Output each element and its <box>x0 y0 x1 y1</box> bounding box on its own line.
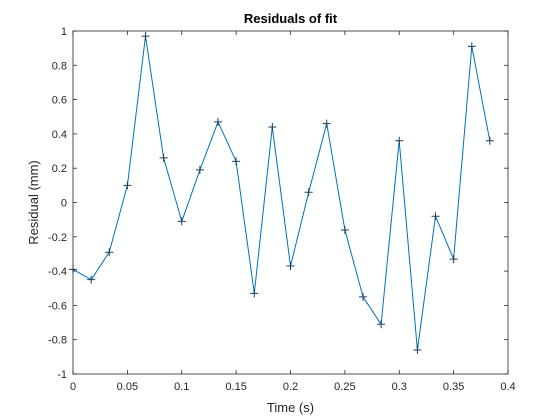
data-point-marker <box>195 165 204 174</box>
data-point-marker <box>431 212 440 221</box>
y-axis-label: Residual (mm) <box>26 160 41 245</box>
data-point-marker <box>87 275 96 284</box>
y-tick-label: -1 <box>57 369 67 381</box>
y-tick-label: -0.6 <box>48 300 67 312</box>
data-point-marker <box>340 225 349 234</box>
x-tick-label: 0.05 <box>117 381 138 393</box>
x-tick-label: 0.2 <box>283 381 298 393</box>
chart-title: Residuals of fit <box>244 11 338 26</box>
data-point-marker <box>213 117 222 126</box>
data-point-marker <box>123 181 132 190</box>
plot-area <box>73 31 508 374</box>
y-tick-label: 0.8 <box>52 60 67 72</box>
data-point-marker <box>232 157 241 166</box>
data-point-marker <box>141 32 150 41</box>
data-point-marker <box>268 123 277 132</box>
data-point-marker <box>449 255 458 264</box>
data-point-marker <box>359 292 368 301</box>
y-tick-label: -0.4 <box>48 266 67 278</box>
y-tick-label: 0.2 <box>52 163 67 175</box>
series-line <box>72 35 491 351</box>
tick-labels: 0 0.05 0.1 0.15 0.2 0.25 0.3 0.35 0.4 -1 -0.8 -0.6 -… <box>48 26 516 393</box>
y-tick-label: -0.2 <box>48 232 67 244</box>
y-tick-label: 0 <box>61 198 67 210</box>
x-tick-label: 0.4 <box>500 381 515 393</box>
x-tick-label: 0.35 <box>443 381 464 393</box>
data-point-marker <box>395 136 404 145</box>
data-point-marker <box>485 136 494 145</box>
data-point-marker <box>105 248 114 257</box>
data-point-marker <box>159 153 168 162</box>
data-point-marker <box>467 42 476 51</box>
y-tick-label: -0.8 <box>48 335 67 347</box>
x-axis-label: Time (s) <box>267 400 314 415</box>
data-point-marker <box>286 261 295 270</box>
data-series <box>69 32 494 354</box>
axes-box <box>72 30 509 375</box>
x-tick-label: 0.1 <box>174 381 189 393</box>
data-point-marker <box>413 345 422 354</box>
data-point-marker <box>304 188 313 197</box>
data-point-marker <box>377 320 386 329</box>
data-point-marker <box>322 119 331 128</box>
x-tick-label: 0.25 <box>334 381 355 393</box>
x-tick-label: 0.3 <box>392 381 407 393</box>
y-tick-label: 1 <box>61 26 67 38</box>
y-tick-label: 0.4 <box>52 129 67 141</box>
y-tick-label: 0.6 <box>52 95 67 107</box>
data-point-marker <box>177 217 186 226</box>
data-point-marker <box>250 289 259 298</box>
x-tick-label: 0 <box>70 381 76 393</box>
x-tick-label: 0.15 <box>225 381 246 393</box>
